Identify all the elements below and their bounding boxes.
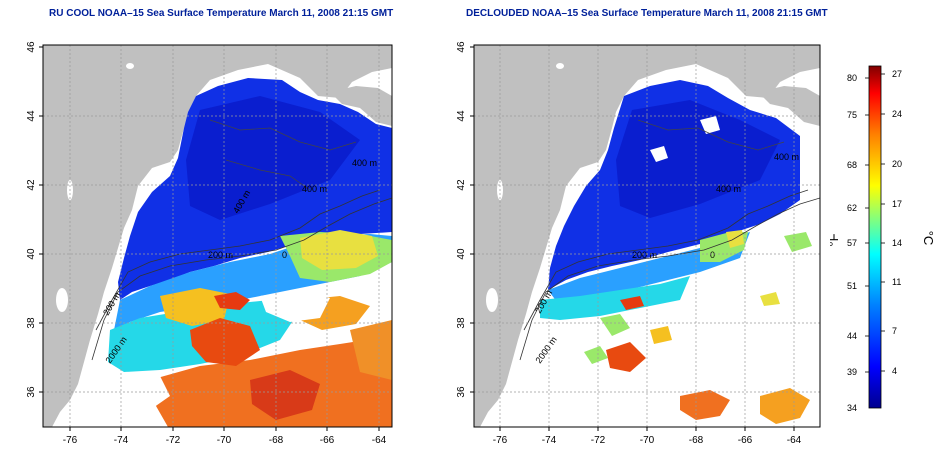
celsius-tick: 4 [892,366,897,376]
fahrenheit-unit-label: °F [830,233,841,246]
fahrenheit-tick: 62 [847,203,857,213]
lat-tick-label: 44 [456,110,467,122]
land-mass-nova-scotia [758,86,820,126]
isobath-label: 0 [710,250,715,260]
lat-tick-label: 44 [26,110,37,122]
fahrenheit-tick: 39 [847,367,857,377]
celsius-tick: 24 [892,109,902,119]
land-mass [474,45,820,427]
lat-tick-label: 46 [26,41,37,53]
fahrenheit-tick: 57 [847,238,857,248]
fahrenheit-tick: 75 [847,110,857,120]
right-map[interactable]: 400 m 400 m 200 m 200 m 2000 m 0 -76 -74… [430,0,830,475]
colorbar: 80 75 68 62 57 51 44 39 34 27 24 20 17 1… [830,65,936,413]
lon-tick-label: -66 [320,435,335,446]
isobath-label: 0 [282,250,287,260]
lon-tick-label: -74 [542,435,557,446]
lon-tick-label: -72 [166,435,181,446]
celsius-tick: 14 [892,238,902,248]
lon-tick-label: -64 [372,435,387,446]
isobath-label: 400 m [302,184,327,194]
warm-water [680,390,730,420]
celsius-tick: 7 [892,326,897,336]
fahrenheit-tick: 34 [847,403,857,413]
lon-tick-label: -74 [114,435,129,446]
lat-tick-label: 40 [26,248,37,260]
lon-tick-label: -72 [591,435,606,446]
isobath-label: 400 m [774,152,799,162]
fahrenheit-tick: 44 [847,331,857,341]
isobath-label: 200 m [632,250,657,260]
lat-tick-label: 38 [456,317,467,329]
lat-tick-label: 42 [456,179,467,191]
fahrenheit-tick: 68 [847,160,857,170]
left-map[interactable]: 400 m 400 m 400 m 200 m 200 m 2000 m 0 -… [0,0,430,475]
isobath-label: 400 m [352,158,377,168]
celsius-unit-label: °C [921,231,936,246]
lon-tick-label: -76 [63,435,78,446]
lat-tick-label: 36 [26,386,37,398]
celsius-tick: 17 [892,199,902,209]
right-map-title: DECLOUDED NOAA–15 Sea Surface Temperatur… [466,8,828,19]
lon-tick-label: -68 [269,435,284,446]
lat-tick-label: 38 [26,317,37,329]
lon-tick-label: -64 [787,435,802,446]
lat-tick-label: 40 [456,248,467,260]
colorbar-gradient [868,65,882,409]
celsius-tick: 27 [892,69,902,79]
fahrenheit-tick: 80 [847,73,857,83]
lon-tick-label: -68 [689,435,704,446]
celsius-tick: 11 [892,277,901,287]
lon-tick-label: -66 [738,435,753,446]
lat-tick-label: 46 [456,41,467,53]
land-mass [43,45,392,427]
fahrenheit-tick: 51 [847,281,857,291]
lat-tick-label: 36 [456,386,467,398]
isobath-label: 200 m [208,250,233,260]
lon-tick-label: -70 [640,435,655,446]
lon-tick-label: -76 [493,435,508,446]
lat-tick-label: 42 [26,179,37,191]
isobath-label: 400 m [716,184,741,194]
lon-tick-label: -70 [217,435,232,446]
celsius-tick: 20 [892,159,902,169]
left-map-title: RU COOL NOAA–15 Sea Surface Temperature … [49,8,394,19]
